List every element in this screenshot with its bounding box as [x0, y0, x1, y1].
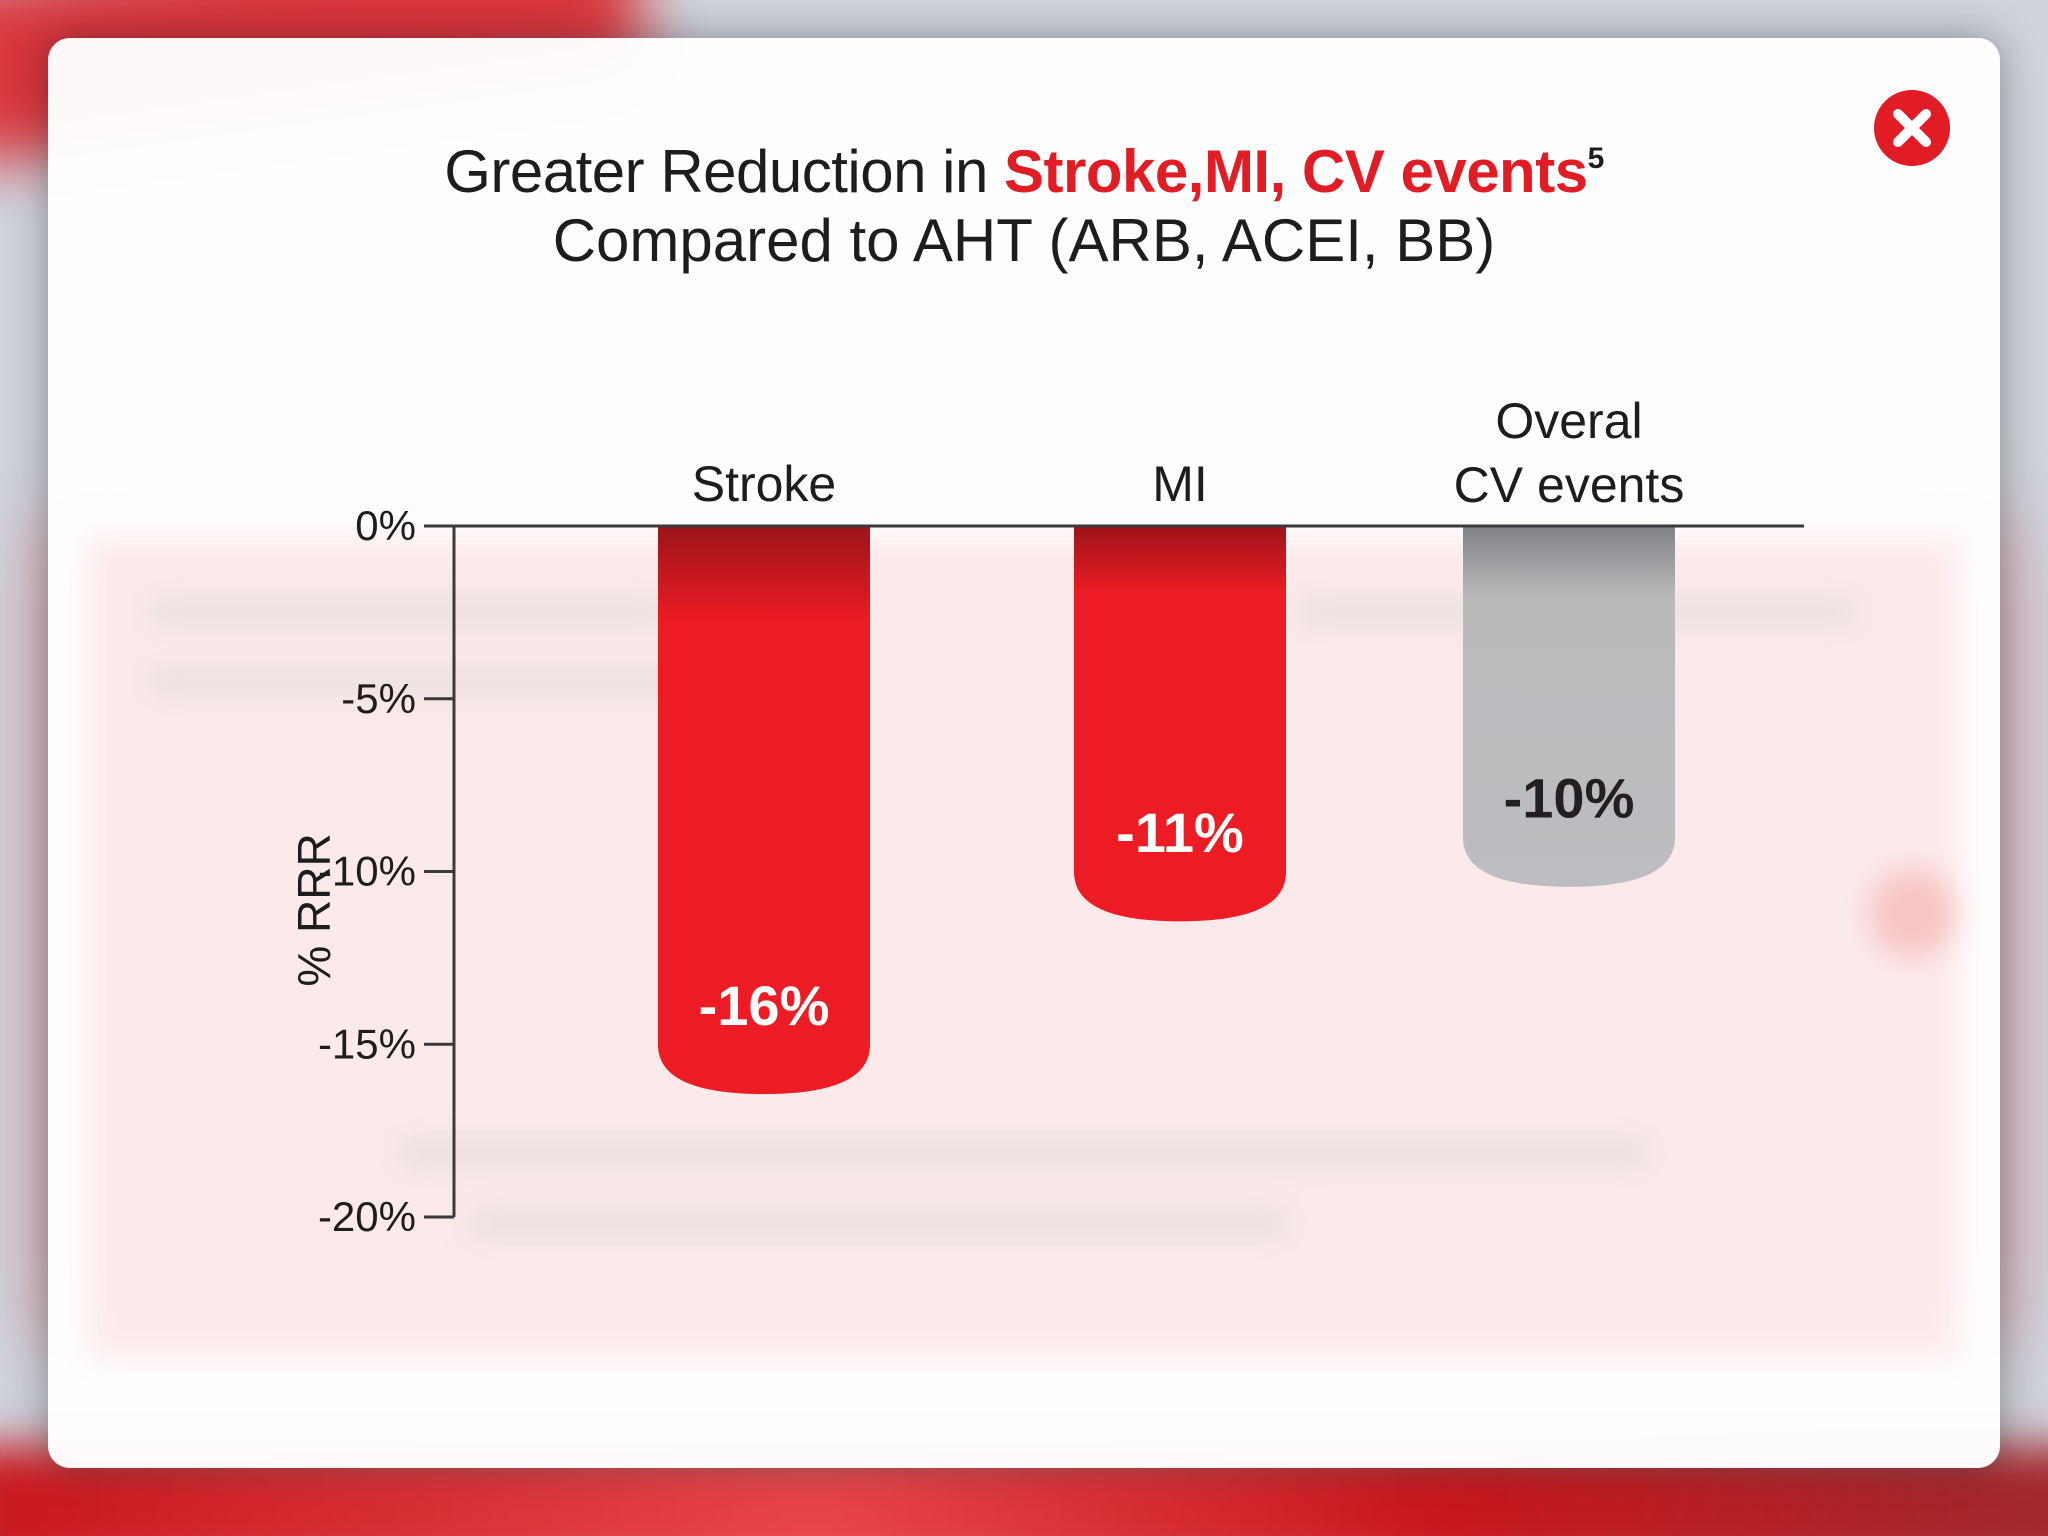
- y-tick-label-4: -20%: [318, 1193, 416, 1240]
- bar-3: [1463, 526, 1675, 887]
- close-x-circle-icon: [1893, 109, 1931, 147]
- category-label-3-line-1: Overal: [1495, 393, 1642, 449]
- chart-modal: Greater Reduction in Stroke,MI, CV event…: [48, 38, 2000, 1468]
- category-label-3-line-2: CV events: [1454, 457, 1685, 513]
- close-button[interactable]: [1874, 90, 1950, 166]
- category-label-1: Stroke: [692, 456, 837, 512]
- category-label-2: MI: [1152, 456, 1208, 512]
- y-tick-label-1: -5%: [341, 675, 416, 722]
- bar-2: [1074, 526, 1286, 922]
- title-highlight: Stroke,MI, CV events: [1004, 138, 1588, 205]
- modal-title-line-1: Greater Reduction in Stroke,MI, CV event…: [48, 118, 2000, 213]
- y-tick-label-2: -10%: [318, 848, 416, 895]
- y-axis-label: % RRR: [288, 833, 340, 986]
- y-tick-label-0: 0%: [355, 502, 416, 549]
- bar-1: [658, 526, 870, 1095]
- bar-chart: -16% -11% -10% 0% -5% -10% -15% -20% % RRR Stroke…: [288, 393, 1804, 1240]
- data-label-3: -10%: [1504, 767, 1635, 830]
- title-reference-superscript: 5: [1587, 142, 1605, 175]
- modal-title-line-2: Compared to AHT (ARB, ACEI, BB): [552, 207, 1496, 274]
- data-label-1: -16%: [699, 974, 830, 1037]
- y-tick-label-3: -15%: [318, 1020, 416, 1067]
- title-prefix: Greater Reduction in: [444, 138, 1005, 205]
- data-label-2: -11%: [1116, 801, 1244, 864]
